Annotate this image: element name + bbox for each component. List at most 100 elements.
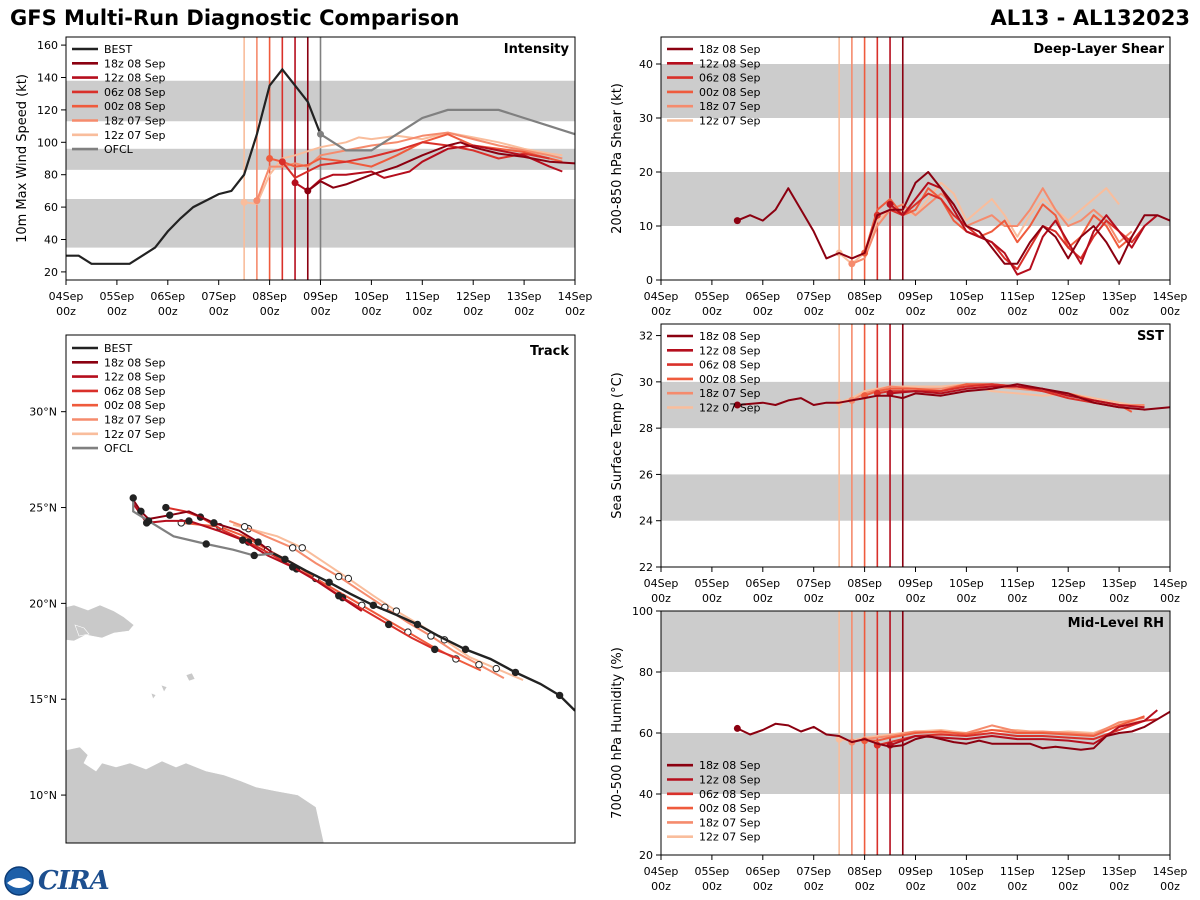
sst-xtick-day: 13Sep [1102, 577, 1137, 590]
shear-legend-label: 12z 07 Sep [699, 115, 761, 128]
intensity-xtick-hour: 00z [565, 305, 585, 318]
intensity-xtick-day: 10Sep [354, 290, 389, 303]
rh-xtick-hour: 00z [1109, 880, 1129, 893]
intensity-xtick-day: 05Sep [100, 290, 135, 303]
rh-xtick-day: 12Sep [1051, 865, 1086, 878]
shear-xtick-hour: 00z [1160, 305, 1180, 318]
shear-xtick-hour: 00z [855, 305, 875, 318]
shear-legend-label: 18z 08 Sep [699, 43, 761, 56]
sst-ytick-label: 26 [639, 468, 653, 481]
track-run-marker [475, 661, 483, 669]
shear-xtick-hour: 00z [1109, 305, 1129, 318]
track-legend-label: 18z 07 Sep [104, 414, 166, 427]
rh-band-1 [661, 611, 1170, 672]
sst-ytick-label: 22 [639, 561, 653, 574]
intensity-xtick-day: 09Sep [303, 290, 338, 303]
track-run-marker [240, 522, 249, 531]
shear-ytick-label: 40 [639, 58, 653, 71]
shear-xtick-hour: 00z [906, 305, 926, 318]
shear-chart: 0 10 20 30 40 04Sep 00z 05Sep 00z 06Sep 00z 07Sep 00… [610, 36, 1187, 318]
rh-xtick-hour: 00z [1007, 880, 1027, 893]
intensity-xtick-day: 07Sep [201, 290, 236, 303]
sst-xtick-day: 09Sep [898, 577, 933, 590]
track-run-marker [335, 592, 343, 600]
track-ofcl-marker [144, 517, 153, 525]
intensity-best-line [66, 67, 322, 265]
shear-xtick-day: 04Sep [644, 290, 679, 303]
intensity-legend-label: 00z 08 Sep [104, 100, 166, 113]
shear-xtick-hour: 00z [651, 305, 671, 318]
sst-ytick-label: 32 [639, 330, 653, 343]
intensity-run-line [281, 141, 550, 179]
track-frame [65, 334, 576, 844]
sst-xtick-day: 11Sep [1000, 577, 1035, 590]
track-run-marker [166, 511, 174, 519]
track-best-marker [281, 555, 289, 563]
intensity-run-init-dot [253, 197, 261, 205]
sst-xtick-hour: 00z [1007, 592, 1027, 605]
track-run-marker [344, 574, 353, 583]
intensity-title: Intensity [504, 42, 570, 57]
shear-run-init-dot [848, 260, 856, 268]
intensity-legend-label: 06z 08 Sep [104, 86, 166, 99]
track-run-marker [335, 572, 343, 581]
intensity-ytick-label: 100 [37, 136, 58, 149]
track-lat-label: 25°N [29, 502, 57, 515]
shear-run-line [863, 187, 1133, 254]
caribbean-islands [66, 604, 325, 843]
sst-xtick-hour: 00z [702, 592, 722, 605]
rh-ytick-label: 40 [639, 788, 653, 801]
track-legend-label: OFCL [104, 442, 134, 455]
sst-legend-label: 18z 08 Sep [699, 330, 761, 343]
noaa-emblem-icon [4, 866, 34, 896]
sst-xtick-day: 10Sep [949, 577, 984, 590]
rh-legend-label: 18z 08 Sep [699, 759, 761, 772]
intensity-xtick-hour: 00z [209, 305, 229, 318]
intensity-legend-label: BEST [104, 43, 132, 56]
intensity-run-init-dot [291, 179, 299, 187]
shear-xtick-day: 05Sep [695, 290, 730, 303]
sst-xtick-hour: 00z [1058, 592, 1078, 605]
shear-xtick-hour: 00z [1007, 305, 1027, 318]
intensity-legend-label: OFCL [104, 143, 134, 156]
sst-run-init-dot [733, 401, 741, 409]
shear-xtick-hour: 00z [804, 305, 824, 318]
track-ofcl-marker [202, 540, 210, 548]
sst-xtick-hour: 00z [651, 592, 671, 605]
shear-xtick-day: 08Sep [847, 290, 882, 303]
sst-xtick-day: 08Sep [847, 577, 882, 590]
intensity-xtick-hour: 00z [514, 305, 534, 318]
rh-xtick-day: 09Sep [898, 865, 933, 878]
rh-xtick-day: 05Sep [695, 865, 730, 878]
sst-xtick-hour: 00z [957, 592, 977, 605]
rh-run-line [851, 716, 1145, 744]
rh-xtick-day: 14Sep [1153, 865, 1188, 878]
intensity-run-init-dot [278, 158, 286, 166]
sst-ytick-label: 30 [639, 376, 653, 389]
track-run-marker [384, 620, 393, 629]
sst-legend-label: 12z 08 Sep [699, 344, 761, 357]
shear-legend-label: 12z 08 Sep [699, 57, 761, 70]
track-best-marker [511, 668, 520, 677]
sst-xtick-day: 06Sep [745, 577, 780, 590]
shear-xtick-hour: 00z [753, 305, 773, 318]
sst-chart: 22 24 26 28 30 32 04Sep 00z 05Sep 00z 06Sep 00z 07Se… [610, 323, 1187, 605]
shear-run-line [851, 187, 1133, 265]
track-run-marker [431, 645, 439, 654]
intensity-ytick-label: 140 [37, 72, 58, 85]
intensity-xtick-day: 04Sep [49, 290, 84, 303]
intensity-ofcl-init-dot [317, 130, 324, 138]
track-best-marker [325, 578, 333, 586]
shear-xtick-day: 13Sep [1102, 290, 1137, 303]
rh-run-init-dot [733, 724, 741, 732]
logo-wordmark: CIRA [38, 866, 110, 896]
sst-xtick-hour: 00z [1160, 592, 1180, 605]
rh-xtick-hour: 00z [1058, 880, 1078, 893]
track-lat-label: 30°N [29, 406, 57, 419]
rh-title: Mid-Level RH [1068, 616, 1164, 631]
rh-xtick-day: 13Sep [1102, 865, 1137, 878]
rh-xtick-day: 10Sep [949, 865, 984, 878]
rh-xtick-hour: 00z [906, 880, 926, 893]
intensity-run-line [294, 144, 563, 192]
rh-xtick-hour: 00z [753, 880, 773, 893]
